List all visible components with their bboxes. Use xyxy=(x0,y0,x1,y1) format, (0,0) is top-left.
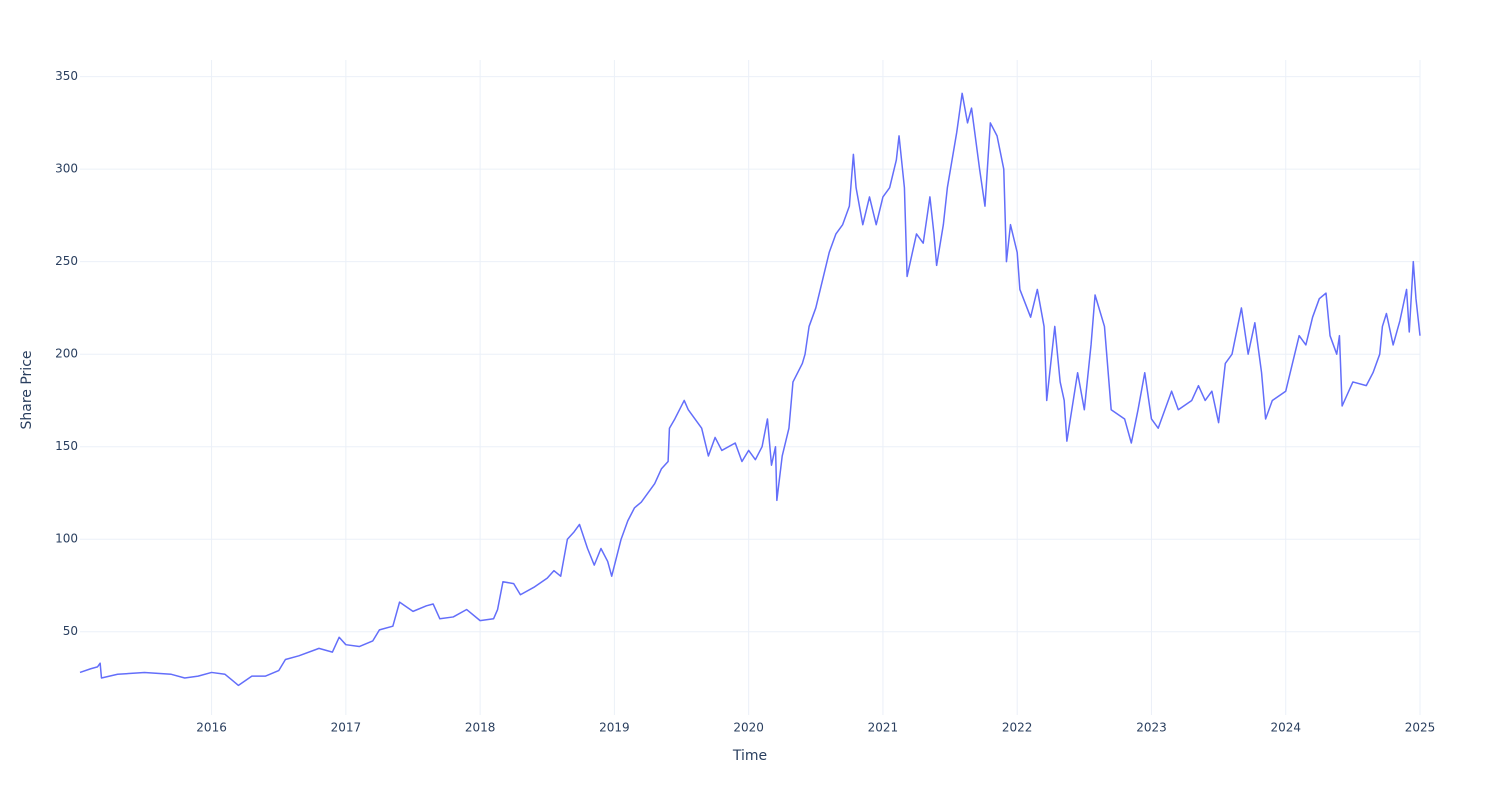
y-axis-title: Share Price xyxy=(19,350,35,429)
x-tick-label: 2019 xyxy=(599,721,630,735)
x-tick-label: 2023 xyxy=(1136,721,1167,735)
x-tick-label: 2024 xyxy=(1270,721,1301,735)
x-tick-label: 2025 xyxy=(1405,721,1436,735)
x-tick-label: 2016 xyxy=(196,721,227,735)
grid xyxy=(80,60,1421,715)
x-axis-title: Time xyxy=(732,748,767,764)
x-tick-label: 2021 xyxy=(868,721,899,735)
y-tick-label: 300 xyxy=(55,162,78,176)
x-tick-label: 2017 xyxy=(331,721,362,735)
y-tick-label: 200 xyxy=(55,347,78,361)
x-tick-label: 2020 xyxy=(733,721,764,735)
y-tick-label: 100 xyxy=(55,532,78,546)
y-tick-label: 50 xyxy=(63,624,78,638)
y-tick-label: 150 xyxy=(55,439,78,453)
x-tick-label: 2018 xyxy=(465,721,496,735)
y-tick-label: 350 xyxy=(55,69,78,83)
x-tick-label: 2022 xyxy=(1002,721,1033,735)
y-tick-label: 250 xyxy=(55,254,78,268)
price-line xyxy=(79,92,1421,687)
